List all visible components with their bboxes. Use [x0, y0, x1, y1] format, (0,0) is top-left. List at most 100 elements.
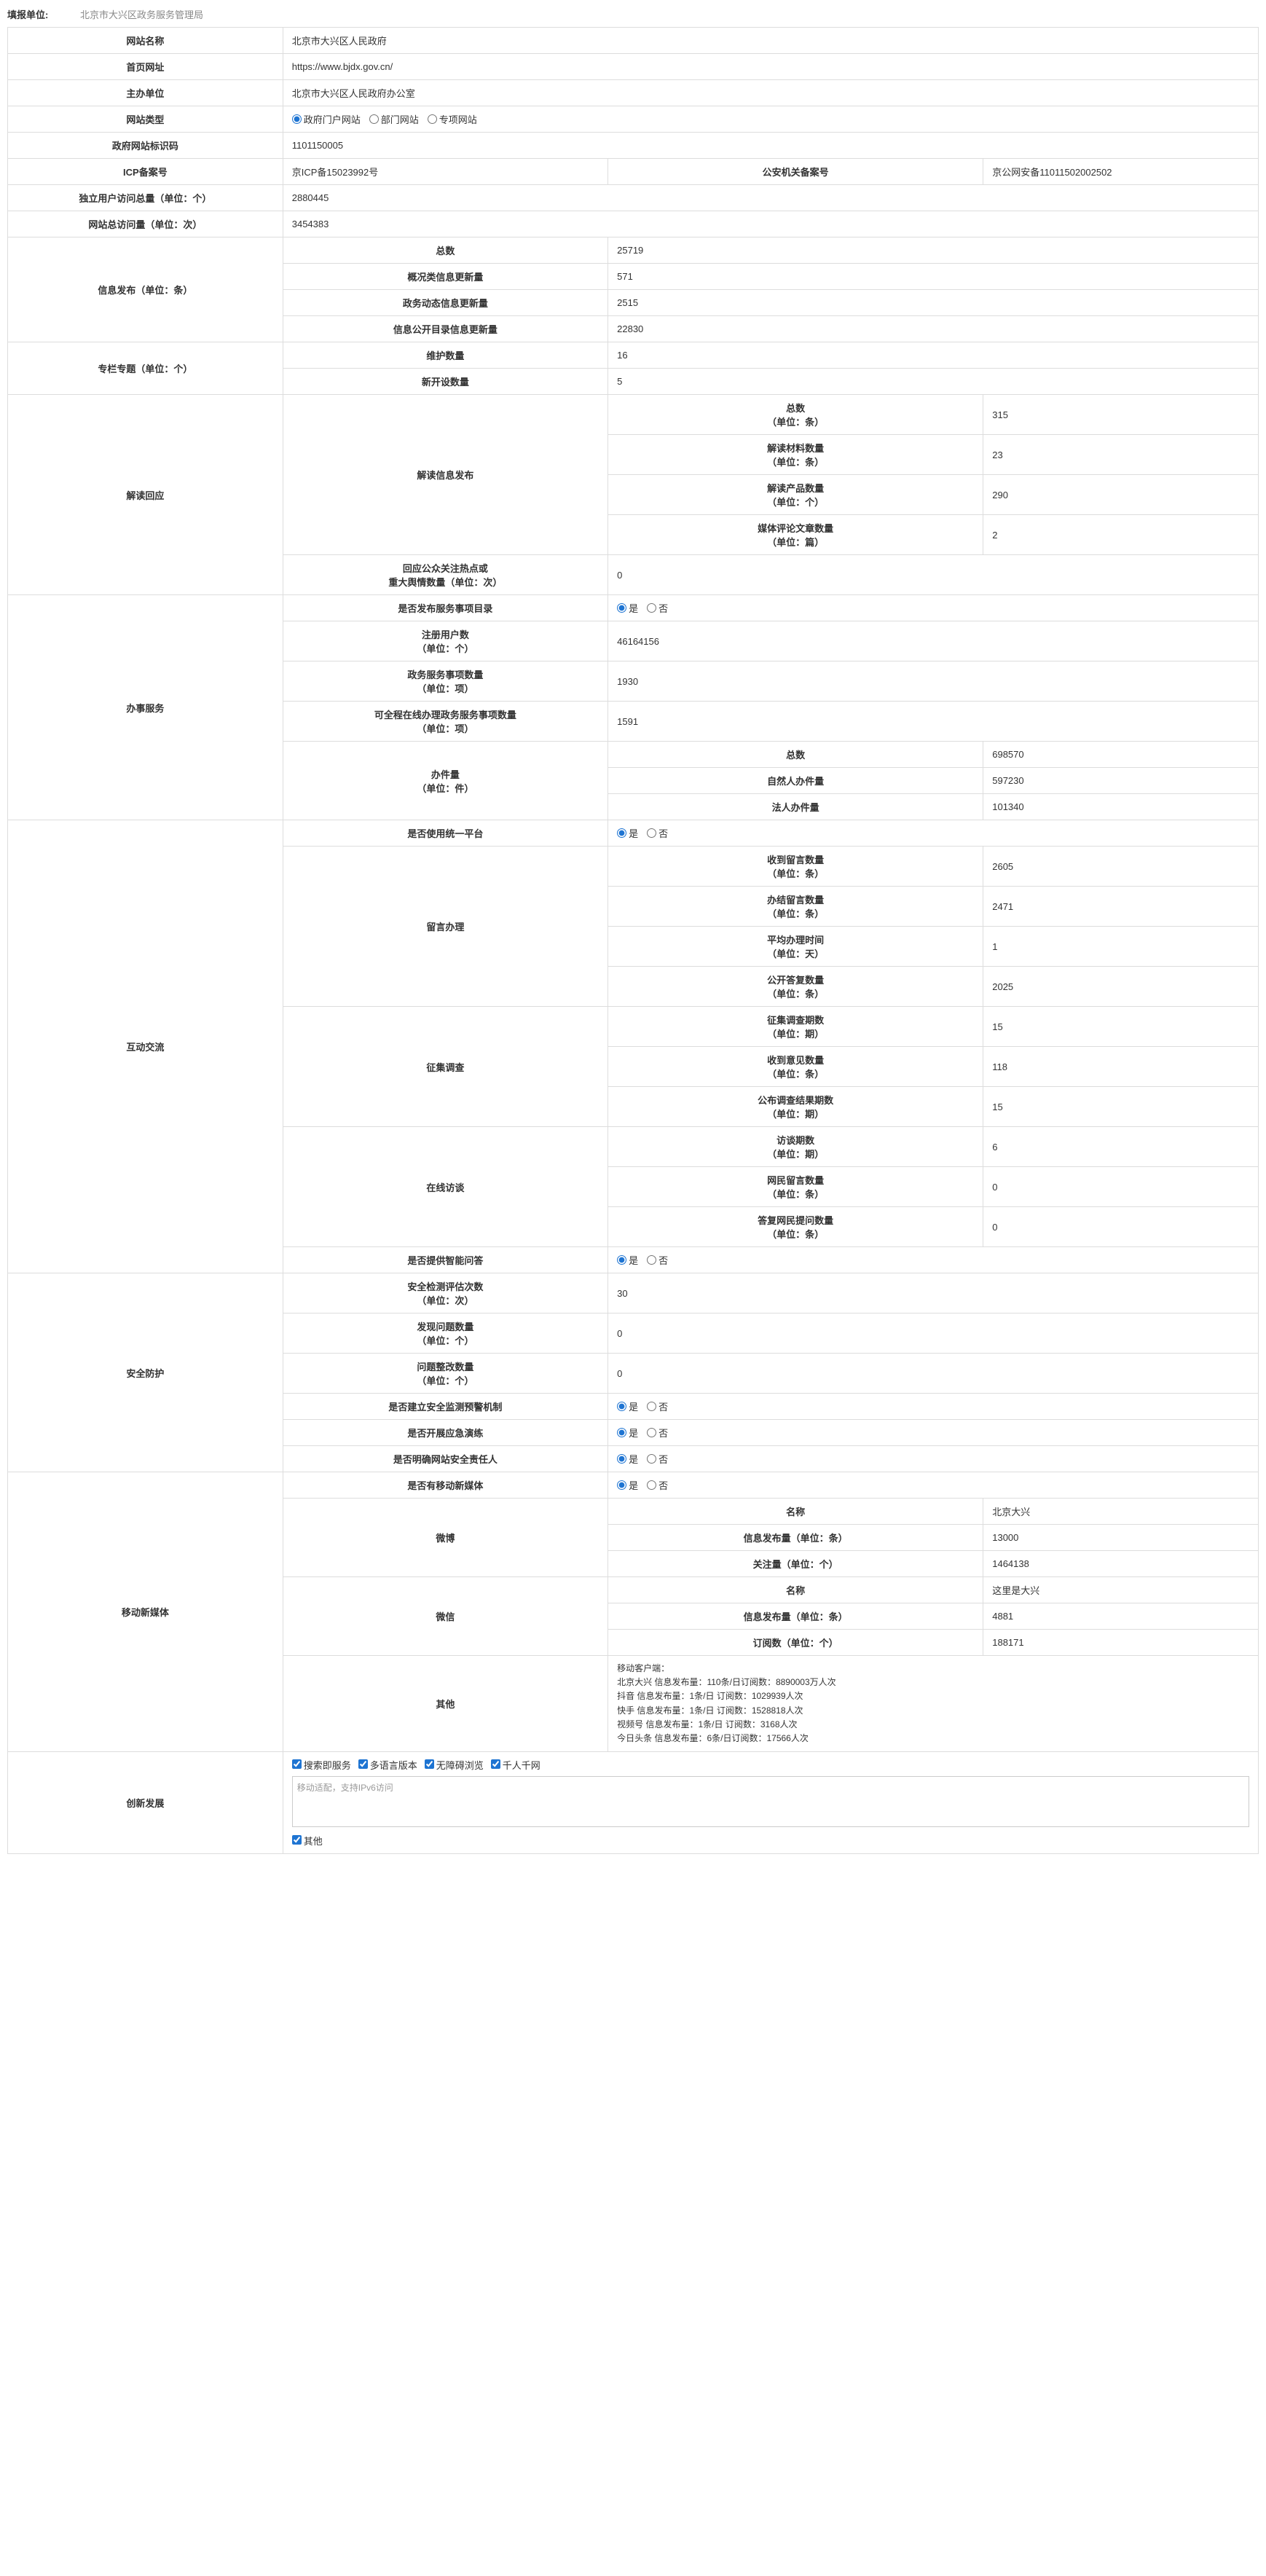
int-hotspot-value: 0	[608, 555, 1259, 595]
int-msg-recv-value: 2605	[983, 847, 1259, 887]
nm-weibo-name-value: 北京大兴	[983, 1499, 1259, 1525]
ct-maintain-value: 16	[608, 342, 1259, 369]
sec-fixed-value: 0	[608, 1354, 1259, 1394]
int-smartqa-label: 是否提供智能问答	[283, 1247, 608, 1273]
pv-label: 网站总访问量（单位：次）	[8, 211, 283, 237]
icp-label: ICP备案号	[8, 159, 283, 185]
nm-wechat-name-label: 名称	[608, 1577, 983, 1603]
smartqa-no[interactable]: 否	[647, 1253, 668, 1267]
ip-overview-value: 571	[608, 264, 1259, 290]
sec-owner-no[interactable]: 否	[647, 1452, 668, 1466]
pv-value: 3454383	[283, 211, 1258, 237]
innov-search[interactable]: 搜索即服务	[292, 1758, 351, 1772]
sec-monitor-yes[interactable]: 是	[617, 1399, 638, 1413]
site-type-value: 政府门户网站 部门网站 专项网站	[283, 106, 1258, 133]
int-total-value: 315	[983, 395, 1259, 435]
int-total-label: 总数 （单位：条）	[608, 395, 983, 435]
int-unified-no[interactable]: 否	[647, 826, 668, 840]
site-name-label: 网站名称	[8, 28, 283, 54]
svc-items-value: 1930	[608, 661, 1259, 702]
int-survey-opinions-value: 118	[983, 1047, 1259, 1087]
site-type-dept[interactable]: 部门网站	[369, 112, 419, 126]
int-unified-yes[interactable]: 是	[617, 826, 638, 840]
sec-drill-yes[interactable]: 是	[617, 1426, 638, 1440]
svc-cases-legal-label: 法人办件量	[608, 794, 983, 820]
sec-monitor-label: 是否建立安全监测预警机制	[283, 1394, 608, 1420]
columns-label: 专栏专题（单位：个）	[8, 342, 283, 395]
innov-other[interactable]: 其他	[292, 1836, 323, 1847]
svc-cases-legal-value: 101340	[983, 794, 1259, 820]
newmedia-label: 移动新媒体	[8, 1472, 283, 1752]
nm-has-value: 是 否	[608, 1472, 1259, 1499]
svc-catalog-yes[interactable]: 是	[617, 601, 638, 615]
innovation-value: 搜索即服务 多语言版本 无障碍浏览 千人千网 其他	[283, 1752, 1258, 1854]
site-type-portal[interactable]: 政府门户网站	[292, 112, 361, 126]
ip-govnews-label: 政务动态信息更新量	[283, 290, 608, 316]
nm-other-text: 移动客户端： 北京大兴 信息发布量：110条/日订阅数：8890003万人次 抖…	[608, 1656, 1259, 1752]
sec-owner-value: 是 否	[608, 1446, 1259, 1472]
svc-cases-label: 办件量 （单位：件）	[283, 742, 608, 820]
innovation-label: 创新发展	[8, 1752, 283, 1854]
int-unified-value: 是 否	[608, 820, 1259, 847]
int-interview-reply-value: 0	[983, 1207, 1259, 1247]
int-smartqa-value: 是 否	[608, 1247, 1259, 1273]
innov-personal[interactable]: 千人千网	[491, 1758, 540, 1772]
innov-textarea[interactable]	[292, 1776, 1249, 1827]
int-survey-results-label: 公布调查结果期数 （单位：期）	[608, 1087, 983, 1127]
sec-scan-value: 30	[608, 1273, 1259, 1313]
int-survey-label: 征集调查	[283, 1007, 608, 1127]
site-code-value: 1101150005	[283, 133, 1258, 159]
ip-catalog-value: 22830	[608, 316, 1259, 342]
site-type-special[interactable]: 专项网站	[428, 112, 477, 126]
svc-online-value: 1591	[608, 702, 1259, 742]
site-type-label: 网站类型	[8, 106, 283, 133]
nm-wechat-posts-label: 信息发布量（单位：条）	[608, 1603, 983, 1630]
sec-found-label: 发现问题数量 （单位：个）	[283, 1313, 608, 1354]
nm-has-no[interactable]: 否	[647, 1478, 668, 1492]
int-msg-done-label: 办结留言数量 （单位：条）	[608, 887, 983, 927]
smartqa-yes[interactable]: 是	[617, 1253, 638, 1267]
svc-catalog-no[interactable]: 否	[647, 601, 668, 615]
int-msg-pub-value: 2025	[983, 967, 1259, 1007]
interact-label: 互动交流	[8, 820, 283, 1273]
nm-weibo-posts-label: 信息发布量（单位：条）	[608, 1525, 983, 1551]
int-hotspot-label: 回应公众关注热点或 重大舆情数量（单位：次）	[283, 555, 608, 595]
svc-cases-total-label: 总数	[608, 742, 983, 768]
icp-value: 京ICP备15023992号	[283, 159, 608, 185]
ct-maintain-label: 维护数量	[283, 342, 608, 369]
nm-other-label: 其他	[283, 1656, 608, 1752]
nm-wechat-sub-label: 订阅数（单位：个）	[608, 1630, 983, 1656]
sec-found-value: 0	[608, 1313, 1259, 1354]
ip-catalog-label: 信息公开目录信息更新量	[283, 316, 608, 342]
int-survey-results-value: 15	[983, 1087, 1259, 1127]
svc-reg-label: 注册用户数 （单位：个）	[283, 621, 608, 661]
sec-drill-no[interactable]: 否	[647, 1426, 668, 1440]
ip-govnews-value: 2515	[608, 290, 1259, 316]
int-material-label: 解读材料数量 （单位：条）	[608, 435, 983, 475]
nm-weibo-posts-value: 13000	[983, 1525, 1259, 1551]
police-value: 京公网安备11011502002502	[983, 159, 1259, 185]
int-interview-label: 在线访谈	[283, 1127, 608, 1247]
sec-drill-value: 是 否	[608, 1420, 1259, 1446]
int-interview-reply-label: 答复网民提问数量 （单位：条）	[608, 1207, 983, 1247]
int-msg-done-value: 2471	[983, 887, 1259, 927]
report-unit-label: 填报单位:	[7, 7, 66, 21]
security-label: 安全防护	[8, 1273, 283, 1472]
svc-cases-total-value: 698570	[983, 742, 1259, 768]
nm-has-yes[interactable]: 是	[617, 1478, 638, 1492]
sec-monitor-no[interactable]: 否	[647, 1399, 668, 1413]
innov-multilang[interactable]: 多语言版本	[358, 1758, 417, 1772]
svc-catalog-value: 是 否	[608, 595, 1259, 621]
innov-accessibility[interactable]: 无障碍浏览	[425, 1758, 484, 1772]
site-name-value: 北京市大兴区人民政府	[283, 28, 1258, 54]
int-survey-periods-label: 征集调查期数 （单位：期）	[608, 1007, 983, 1047]
ct-new-value: 5	[608, 369, 1259, 395]
sec-owner-yes[interactable]: 是	[617, 1452, 638, 1466]
ct-new-label: 新开设数量	[283, 369, 608, 395]
service-label: 办事服务	[8, 595, 283, 820]
int-product-value: 290	[983, 475, 1259, 515]
ip-total-value: 25719	[608, 237, 1259, 264]
interpret-publish-label: 解读信息发布	[283, 395, 608, 555]
nm-weibo-name-label: 名称	[608, 1499, 983, 1525]
int-interview-periods-value: 6	[983, 1127, 1259, 1167]
